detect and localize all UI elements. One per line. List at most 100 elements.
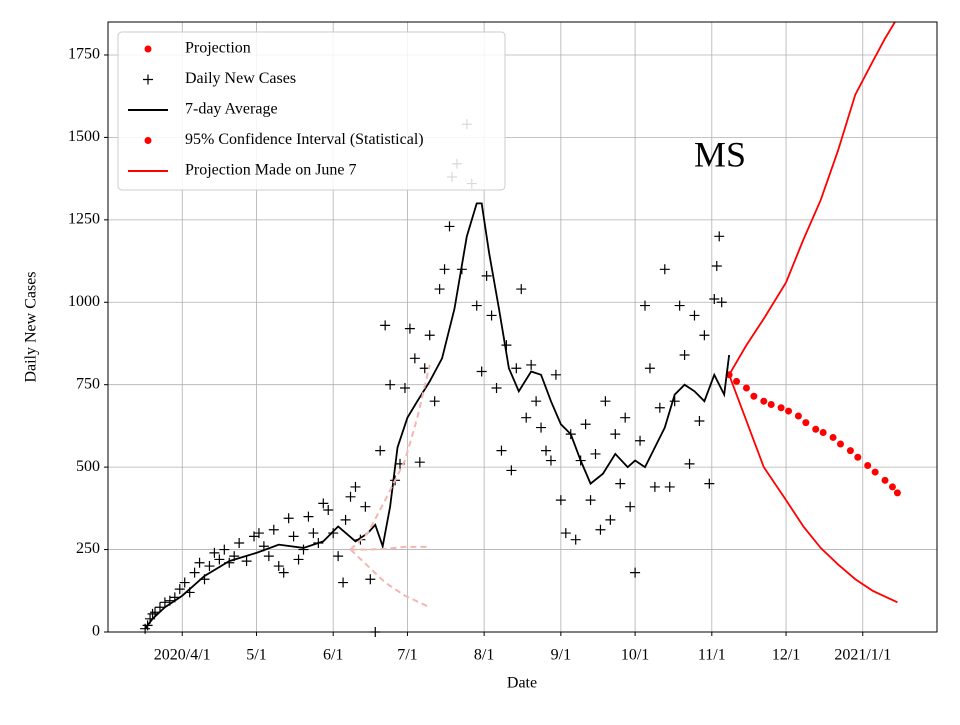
interval-line xyxy=(349,548,431,609)
y-axis-label: Daily New Cases xyxy=(23,271,40,382)
case-marker xyxy=(409,353,420,364)
projection-dot xyxy=(785,407,793,415)
case-marker xyxy=(253,528,264,539)
average-line xyxy=(144,202,731,630)
y-tick-label: 1000 xyxy=(68,293,100,310)
case-marker xyxy=(439,264,450,275)
case-marker xyxy=(669,396,680,407)
projection-dot xyxy=(742,384,750,392)
case-marker xyxy=(219,544,230,555)
y-tick-label: 500 xyxy=(76,458,100,475)
case-marker xyxy=(380,320,391,331)
x-tick-label: 6/1 xyxy=(323,647,343,664)
case-marker xyxy=(147,608,158,619)
case-marker xyxy=(605,514,616,525)
case-marker xyxy=(293,554,304,565)
x-tick-label: 8/1 xyxy=(474,647,494,664)
case-marker xyxy=(174,584,185,595)
case-marker xyxy=(209,547,220,558)
interval-line xyxy=(728,374,898,604)
case-marker xyxy=(545,455,556,466)
case-marker xyxy=(541,445,552,456)
interval-line xyxy=(350,545,430,551)
projection-dot xyxy=(819,429,827,437)
projection-dot xyxy=(854,453,862,461)
legend-label: Daily New Cases xyxy=(185,70,296,87)
case-marker xyxy=(590,448,601,459)
case-marker xyxy=(429,396,440,407)
legend-label: 7-day Average xyxy=(185,101,278,118)
case-marker xyxy=(434,284,445,295)
case-marker xyxy=(424,330,435,341)
projection-dot xyxy=(767,400,775,408)
projection-dot xyxy=(836,440,844,448)
projection-dot xyxy=(888,483,896,491)
case-marker xyxy=(711,261,722,271)
case-marker xyxy=(625,501,636,512)
x-tick-label: 12/1 xyxy=(772,647,800,664)
case-marker xyxy=(689,310,700,321)
case-marker xyxy=(263,551,274,562)
case-marker xyxy=(649,481,660,492)
projection-dot xyxy=(893,489,901,497)
projection-dot xyxy=(777,404,785,412)
case-marker xyxy=(659,264,670,275)
case-marker xyxy=(536,422,547,433)
case-marker xyxy=(644,363,655,374)
case-marker xyxy=(694,415,705,426)
case-marker xyxy=(684,458,695,469)
case-marker xyxy=(338,577,349,588)
case-marker xyxy=(704,478,715,489)
projection-dot xyxy=(864,461,872,469)
case-marker xyxy=(615,478,626,489)
annotation: MS xyxy=(694,134,746,174)
projection-dot xyxy=(881,476,889,484)
legend-marker xyxy=(144,45,152,53)
projection-dot xyxy=(812,425,820,433)
projection-dot xyxy=(829,433,837,441)
case-marker xyxy=(674,300,685,311)
case-marker xyxy=(620,412,631,423)
case-marker xyxy=(511,363,522,374)
legend-marker xyxy=(144,137,152,144)
case-marker xyxy=(516,284,527,295)
projection-dot xyxy=(794,412,802,420)
case-marker xyxy=(486,310,497,321)
case-marker xyxy=(630,567,641,578)
case-marker xyxy=(699,330,710,341)
y-tick-label: 750 xyxy=(76,375,100,392)
legend-label: Projection xyxy=(185,40,251,57)
case-marker xyxy=(600,396,611,407)
case-marker xyxy=(268,524,279,535)
case-marker xyxy=(444,221,455,232)
projection-dot xyxy=(846,447,854,455)
case-marker xyxy=(709,293,720,304)
case-marker xyxy=(154,602,165,613)
case-marker xyxy=(476,366,487,377)
case-marker xyxy=(241,556,252,567)
projection-dot xyxy=(750,392,758,400)
case-marker xyxy=(345,491,356,502)
case-marker xyxy=(385,379,396,390)
case-marker xyxy=(328,528,339,539)
case-marker xyxy=(471,300,482,311)
case-marker xyxy=(350,481,361,492)
case-marker xyxy=(716,297,727,308)
case-marker xyxy=(194,557,205,568)
y-tick-label: 1500 xyxy=(68,128,100,145)
case-marker xyxy=(399,383,410,393)
case-marker xyxy=(179,577,190,588)
case-marker xyxy=(288,531,299,542)
case-marker xyxy=(360,501,371,512)
y-tick-label: 0 xyxy=(92,623,100,640)
x-tick-label: 9/1 xyxy=(551,647,571,664)
y-tick-label: 1750 xyxy=(68,46,100,63)
case-marker xyxy=(283,513,294,524)
legend-label: Projection Made on June 7 xyxy=(185,162,357,179)
x-axis-label: Date xyxy=(507,675,537,692)
case-marker xyxy=(273,561,284,572)
case-marker xyxy=(375,445,386,456)
case-marker xyxy=(714,231,725,242)
case-marker xyxy=(303,511,314,522)
